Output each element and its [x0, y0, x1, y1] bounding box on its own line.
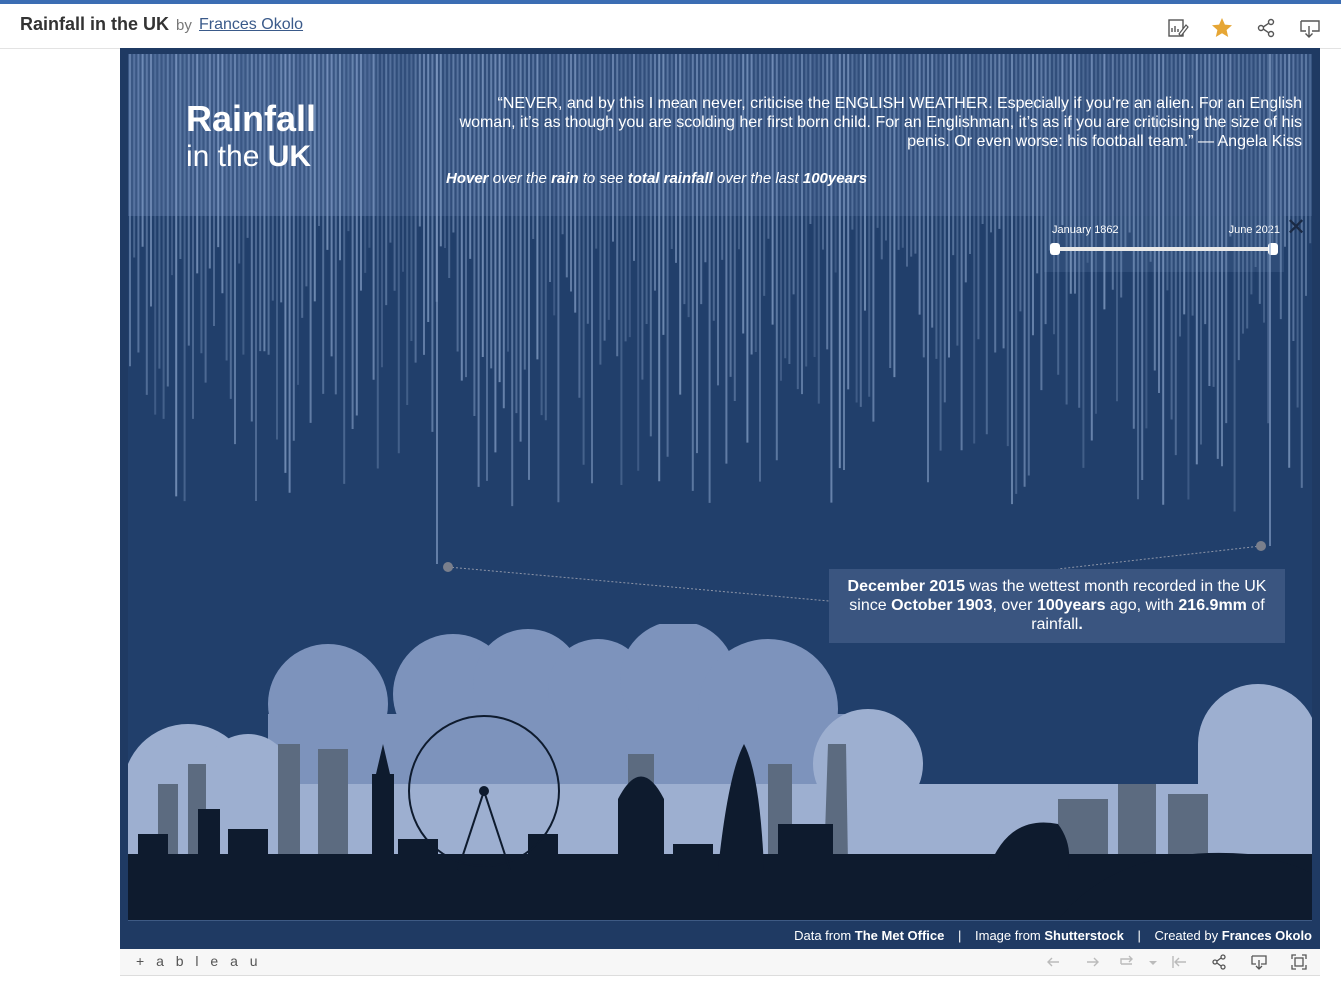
slider-end-handle[interactable]: [1268, 243, 1278, 255]
date-range-filter[interactable]: January 1862 June 2021: [1044, 216, 1284, 272]
undo-icon[interactable]: [1044, 953, 1062, 971]
edit-icon[interactable]: [1166, 16, 1190, 40]
first-icon[interactable]: [1170, 953, 1188, 971]
london-skyline-image: [128, 624, 1312, 920]
close-icon[interactable]: ✕: [1286, 214, 1307, 241]
dashboard-title: Rainfall: [186, 98, 317, 139]
slider-start-handle[interactable]: [1050, 243, 1060, 255]
hover-instruction: Hover over the rain to see total rainfal…: [446, 170, 868, 187]
viz-canvas: Rainfall in the UK “NEVER, and by this I…: [128, 54, 1312, 920]
author-link[interactable]: Frances Okolo: [199, 16, 304, 33]
footer-divider: [128, 920, 1312, 921]
share-icon[interactable]: [1254, 16, 1278, 40]
callout-connectors: [436, 54, 1271, 602]
fullscreen-icon[interactable]: [1290, 953, 1308, 971]
viz-dashboard[interactable]: Rainfall in the UK “NEVER, and by this I…: [120, 48, 1320, 949]
slider-end-label: June 2021: [1228, 224, 1280, 236]
credits-footer: Data from The Met Office | Image from Sh…: [120, 920, 1320, 949]
favorite-star-icon[interactable]: [1210, 16, 1234, 40]
dashboard-subtitle: in the UK: [186, 140, 312, 173]
angela-kiss-quote: “NEVER, and by this I mean never, critic…: [459, 95, 1302, 150]
redo-icon[interactable]: [1084, 953, 1102, 971]
download-icon[interactable]: [1250, 953, 1268, 971]
viz-title: Rainfall in the UK: [20, 14, 170, 34]
slider-start-label: January 1862: [1052, 224, 1119, 236]
credits-text: Data from The Met Office | Image from Sh…: [794, 928, 1312, 943]
tableau-logo[interactable]: + a b l e a u: [136, 953, 262, 969]
download-icon[interactable]: [1298, 16, 1322, 40]
page-header: Rainfall in the UK by Frances Okolo: [0, 4, 1341, 49]
wettest-month-callout: December 2015 was the wettest month reco…: [829, 569, 1285, 643]
header-panel: [128, 54, 1312, 216]
by-label: by: [176, 17, 192, 34]
share-icon[interactable]: [1210, 953, 1228, 971]
title-panel: [128, 54, 376, 216]
top-accent-bar: [0, 0, 1341, 4]
rainfall-chart[interactable]: [128, 54, 1312, 574]
revert-dropdown-icon[interactable]: [1144, 953, 1162, 971]
slider-track[interactable]: [1056, 247, 1274, 251]
tableau-toolbar: + a b l e a u: [120, 949, 1320, 976]
revert-icon[interactable]: [1118, 953, 1136, 971]
